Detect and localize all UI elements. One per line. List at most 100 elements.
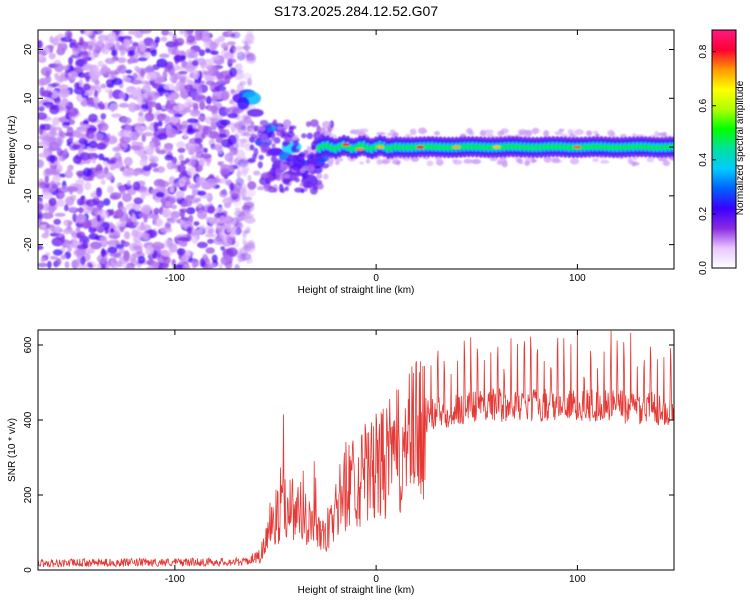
heatmap-cell	[95, 170, 107, 180]
heatmap-cell	[265, 151, 272, 157]
y-tick-label: 0	[23, 144, 34, 150]
heatmap-cell	[128, 30, 137, 35]
heatmap-cell	[135, 122, 142, 128]
heatmap-cell	[193, 69, 200, 80]
heatmap-cell	[551, 157, 561, 164]
heatmap-cell	[87, 247, 95, 254]
heatmap-cell	[323, 173, 329, 180]
heatmap-cell	[164, 154, 174, 161]
heatmap-cell	[96, 254, 108, 264]
heatmap-cell	[204, 116, 214, 125]
heatmap-cell	[193, 145, 205, 153]
heatmap-cell	[196, 209, 208, 220]
heatmap-cell	[199, 224, 205, 230]
heatmap-cell	[524, 129, 533, 136]
heatmap-cell	[301, 173, 307, 179]
heatmap-cell	[88, 233, 99, 240]
heatmap-cell	[299, 168, 306, 173]
heatmap-cell	[157, 180, 170, 188]
heatmap-cell	[267, 170, 275, 176]
heatmap-cell	[211, 50, 219, 56]
snr-panel: -100 0 100 0 200 400 600 Height of straight li…	[7, 329, 675, 596]
heatmap-cell	[306, 132, 313, 140]
heatmap-cell	[208, 174, 215, 179]
heatmap-cell	[239, 252, 247, 260]
heatmap-cell	[95, 142, 107, 150]
x-tick-label: 100	[569, 574, 586, 585]
heatmap-cell	[174, 39, 179, 49]
heatmap-cell	[144, 112, 155, 122]
heatmap-cell	[218, 263, 223, 269]
heatmap-cell	[83, 83, 91, 91]
heatmap-cell	[38, 245, 44, 251]
heatmap-cell	[187, 124, 194, 133]
heatmap-cell	[226, 247, 238, 257]
y-tick-label: -20	[23, 237, 34, 252]
heatmap-cell	[359, 128, 369, 133]
heatmap-cell	[280, 187, 286, 194]
heatmap-cell	[154, 196, 162, 203]
heatmap-cell	[38, 112, 48, 120]
heatmap-cell	[223, 202, 232, 209]
heatmap-cell	[186, 166, 197, 176]
heatmap-cell	[273, 137, 281, 144]
heatmap-cell	[64, 204, 69, 212]
heatmap-cell	[341, 143, 350, 147]
heatmap-cell	[133, 235, 142, 243]
heatmap-cell	[235, 220, 242, 229]
heatmap-cell	[138, 212, 147, 218]
heatmap-cell	[85, 199, 98, 207]
heatmap-cell	[231, 193, 241, 203]
heatmap-cell	[389, 129, 396, 134]
heatmap-cell	[359, 161, 364, 165]
heatmap-cell	[198, 57, 206, 66]
colorbar-label: Normalized spectral amplitude	[735, 80, 746, 215]
snr-background	[38, 330, 674, 570]
heatmap-cell	[54, 225, 61, 234]
heatmap-cell	[64, 261, 70, 269]
heatmap-cell	[156, 58, 168, 68]
heatmap-cell	[310, 145, 316, 151]
heatmap-cell	[569, 157, 580, 165]
heatmap-cell	[86, 262, 93, 267]
heatmap-cell	[57, 89, 70, 99]
heatmap-cell	[435, 159, 444, 166]
heatmap-cell	[140, 46, 146, 52]
heatmap-cell	[60, 254, 67, 260]
heatmap-cell	[119, 185, 126, 196]
heatmap-cell	[69, 133, 74, 143]
heatmap-cell	[247, 181, 257, 190]
heatmap-cell	[64, 30, 73, 40]
heatmap-cell	[94, 99, 99, 110]
heatmap-cell	[247, 108, 264, 117]
heatmap-cell	[131, 140, 139, 146]
heatmap-cell	[80, 255, 86, 266]
heatmap-cell	[172, 105, 184, 112]
heatmap-cell	[50, 90, 59, 99]
heatmap-cell	[243, 244, 256, 250]
heatmap-cell	[176, 218, 181, 224]
heatmap-cell	[166, 161, 175, 170]
heatmap-cell	[316, 173, 323, 180]
heatmap-cell	[214, 207, 225, 214]
heatmap-cell	[52, 116, 60, 126]
heatmap-cell	[108, 234, 120, 239]
heatmap-cell	[83, 120, 89, 125]
heatmap-cell	[532, 127, 538, 135]
heatmap-cell	[43, 146, 48, 156]
heatmap-cell	[199, 100, 206, 111]
heatmap-cell	[111, 49, 117, 57]
heatmap-cell	[197, 87, 202, 96]
heatmap-cell	[185, 145, 196, 152]
heatmap-cell	[107, 246, 118, 254]
heatmap-cell	[161, 250, 173, 257]
heatmap-cell	[153, 218, 163, 227]
heatmap-cell	[554, 131, 563, 136]
heatmap-cell	[131, 88, 142, 97]
heatmap-cell	[44, 228, 50, 235]
heatmap-cell	[75, 130, 82, 138]
heatmap-cell	[163, 115, 171, 122]
heatmap-cell	[48, 52, 56, 60]
colorbar-tick-label: 0.6	[698, 98, 709, 112]
heatmap-cell	[207, 263, 217, 269]
